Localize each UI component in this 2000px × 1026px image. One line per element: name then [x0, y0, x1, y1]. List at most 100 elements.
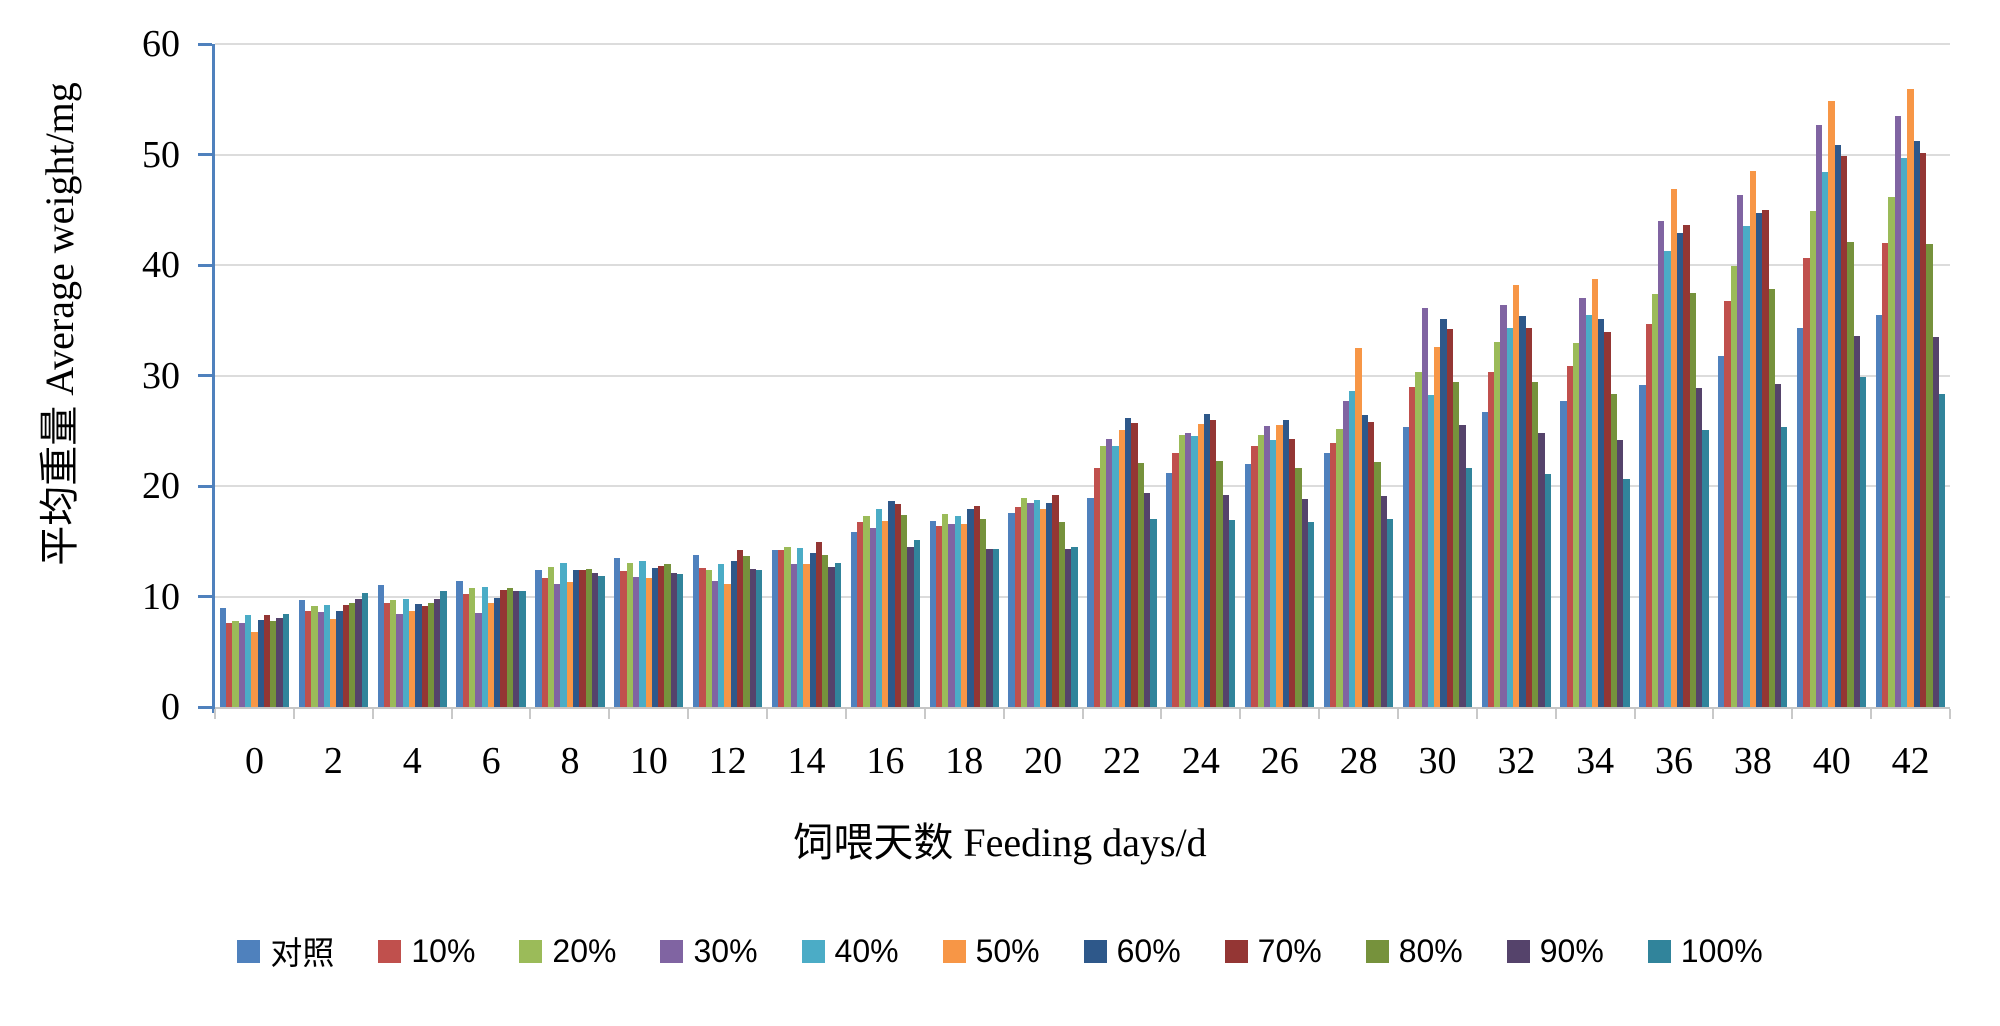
legend-item: 40% [801, 932, 899, 970]
bar [232, 620, 239, 707]
bar [1349, 390, 1356, 707]
bar [434, 598, 441, 707]
bar [1434, 346, 1441, 707]
bar [475, 613, 482, 707]
legend-item: 60% [1083, 933, 1181, 970]
bar [1598, 319, 1605, 707]
bar [664, 564, 671, 707]
legend-item: 50% [942, 932, 1040, 970]
bar [1604, 332, 1611, 707]
y-tick-label: 50 [142, 133, 180, 176]
y-tick-mark [198, 705, 212, 709]
bar [907, 546, 914, 707]
bar [330, 618, 337, 707]
legend-label: 40% [834, 932, 899, 969]
bar [692, 554, 700, 707]
bar [311, 606, 318, 707]
bar-group-day-40 [1792, 44, 1871, 707]
x-axis-title: 饲喂天数 Feeding days/d [793, 820, 1207, 865]
bar [1894, 115, 1902, 707]
bar [1664, 250, 1671, 707]
bar [1178, 435, 1185, 707]
y-tick-label: 30 [142, 354, 180, 397]
x-axis-line [215, 707, 1950, 709]
bar [1216, 460, 1223, 707]
y-tick-label: 10 [142, 575, 180, 618]
bar [1730, 266, 1738, 707]
bar [1166, 472, 1173, 707]
bar [743, 555, 750, 707]
bar-group-day-26 [1240, 44, 1319, 707]
bar [298, 599, 305, 707]
bar [336, 610, 343, 707]
legend-swatch [378, 939, 402, 963]
bar [554, 584, 561, 707]
x-tick-mark [687, 709, 690, 719]
bar [1566, 365, 1573, 707]
bar-group-day-0 [215, 44, 294, 707]
x-tick-label: 28 [1339, 740, 1378, 782]
bar [1039, 509, 1047, 707]
bar [1875, 314, 1883, 707]
bar [1415, 372, 1422, 707]
bar-group-day-18 [925, 44, 1004, 707]
bar [1427, 395, 1435, 707]
bar [1645, 323, 1652, 707]
bar [863, 515, 870, 707]
bar-group-day-36 [1634, 44, 1713, 707]
bar [421, 606, 428, 707]
bar [705, 569, 712, 707]
bar [560, 563, 567, 707]
x-tick-label: 24 [1181, 740, 1220, 782]
bar [409, 610, 416, 707]
bar [1118, 429, 1126, 707]
bar [1033, 500, 1040, 707]
y-tick-mark [198, 263, 212, 267]
bar [651, 567, 659, 707]
bar [573, 569, 580, 707]
x-tick-mark [608, 709, 611, 719]
bar [1670, 188, 1678, 707]
gridline [215, 153, 1950, 156]
bar [1639, 385, 1646, 707]
legend-item: 90% [1506, 933, 1604, 970]
legend-label: 50% [975, 932, 1040, 969]
bar [1408, 386, 1416, 707]
chart-legend: 对照 10% 20% 30% 40% 50% 60% 70% 80% 90% 100% [0, 928, 2000, 974]
bar [1323, 452, 1331, 707]
bar [1361, 415, 1368, 707]
bar [304, 610, 312, 707]
bar [323, 605, 331, 707]
legend-label: 100% [1680, 932, 1763, 969]
bar [986, 549, 993, 707]
x-tick-mark [529, 709, 532, 719]
bar [1538, 432, 1545, 707]
bar [1402, 427, 1409, 707]
bar [1938, 394, 1946, 707]
bar [1014, 507, 1021, 707]
bar [730, 561, 738, 707]
bar [1210, 419, 1217, 707]
bar [1913, 141, 1920, 707]
legend-label: 30% [693, 932, 758, 969]
bar [1301, 499, 1308, 707]
bar [929, 521, 936, 707]
bar [1919, 153, 1927, 707]
bar [658, 565, 665, 707]
y-tick-label: 40 [142, 244, 180, 286]
bar [1071, 546, 1078, 707]
bar [614, 557, 621, 707]
bar [718, 564, 725, 707]
bar [1150, 519, 1157, 707]
bar [1809, 210, 1816, 707]
bar [349, 603, 356, 707]
bar [1263, 426, 1271, 707]
bar [850, 532, 857, 707]
bar [901, 514, 908, 707]
bar [1926, 244, 1933, 707]
bar [1270, 439, 1277, 707]
bar [1544, 473, 1551, 707]
bar [1131, 423, 1138, 707]
bar [856, 522, 864, 707]
bar [620, 571, 627, 707]
